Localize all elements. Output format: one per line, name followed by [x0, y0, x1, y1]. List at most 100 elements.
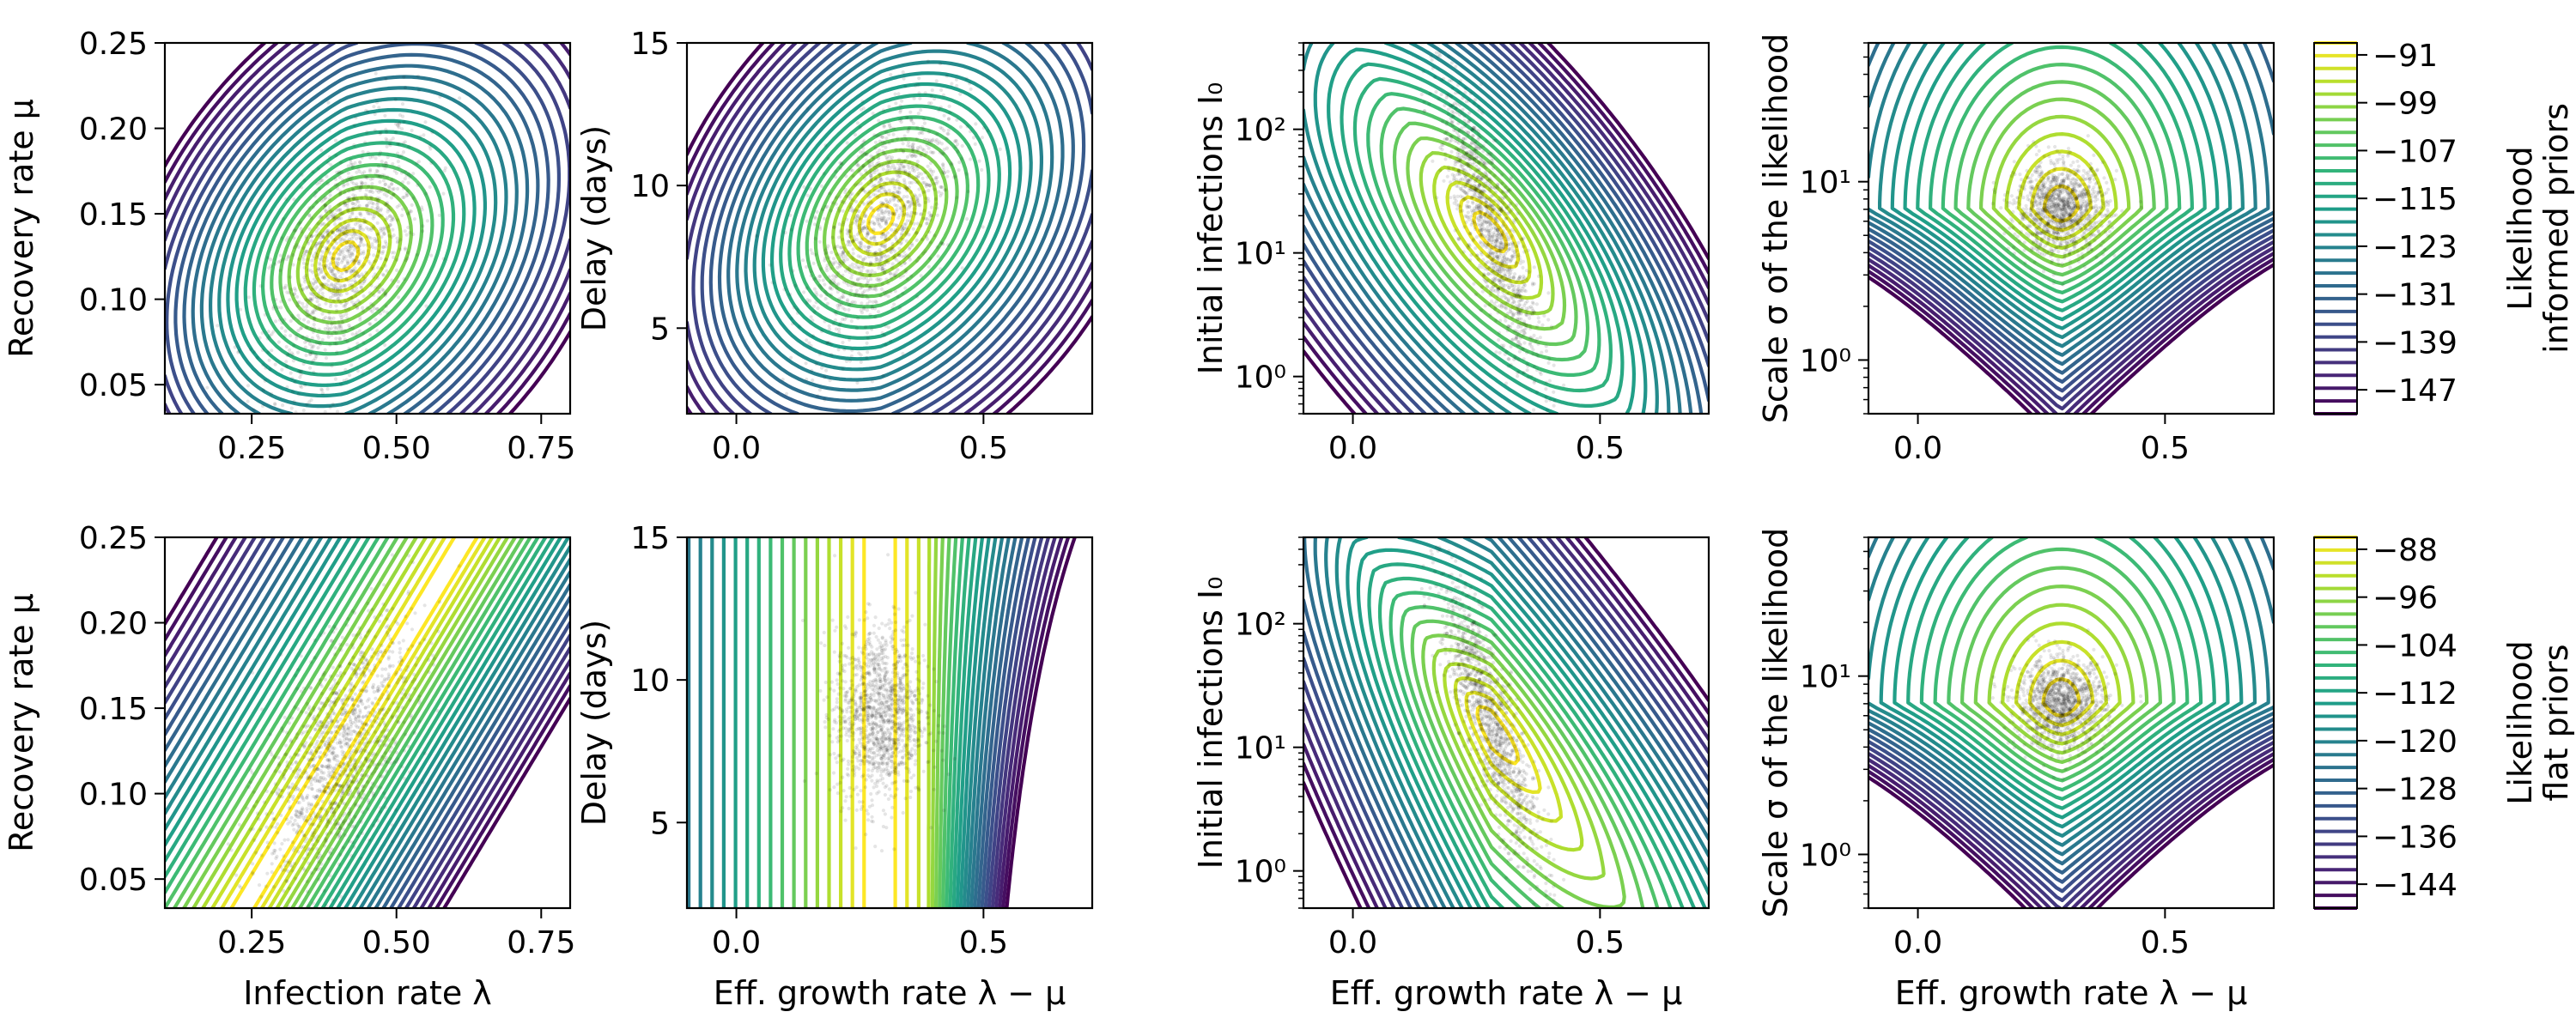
x-tick-label: 0.5	[959, 925, 1008, 960]
likelihood-contour	[1979, 97, 2143, 268]
colorbar-label: flat priors	[2537, 644, 2575, 801]
likelihood-contour	[165, 43, 570, 414]
y-tick-label: 10	[630, 169, 670, 204]
likelihood-contour	[173, 43, 550, 414]
likelihood-contour	[226, 107, 487, 398]
axes-frame	[163, 536, 572, 910]
likelihood-contour	[1303, 537, 1709, 908]
posterior-samples	[1419, 545, 1566, 907]
y-tick-label: 0.15	[79, 197, 148, 233]
likelihood-contour	[804, 537, 945, 908]
likelihood-contour	[1346, 537, 1709, 908]
likelihood-contour	[2017, 149, 2105, 241]
colorbar-tick-label: −123	[2372, 230, 2458, 265]
likelihood-contour	[1432, 165, 1544, 300]
likelihood-contour	[1303, 537, 1709, 908]
likelihood-contour	[769, 537, 964, 908]
likelihood-contour	[687, 43, 1092, 414]
likelihood-contour	[1400, 605, 1660, 908]
y-axis-label: Recovery rate μ	[3, 593, 40, 852]
likelihood-contour	[165, 537, 570, 908]
likelihood-contour	[1868, 757, 2274, 908]
likelihood-contour	[229, 537, 479, 908]
y-tick-label: 10²	[1235, 113, 1286, 148]
likelihood-contour	[2004, 132, 2118, 250]
x-tick-label: 0.50	[362, 925, 431, 960]
likelihood-contour	[813, 137, 959, 299]
likelihood-contour	[313, 218, 382, 294]
x-axis-label: Eff. growth rate λ − μ	[1330, 974, 1683, 1012]
x-tick-label: 0.5	[2141, 431, 2190, 466]
likelihood-contour	[687, 537, 1011, 908]
likelihood-contour	[1991, 114, 2131, 259]
likelihood-contour	[1303, 43, 1709, 414]
likelihood-contour	[698, 537, 1005, 908]
likelihood-contour	[792, 537, 951, 908]
likelihood-contour	[210, 537, 495, 908]
likelihood-contour	[787, 104, 991, 330]
likelihood-contour	[1868, 537, 2270, 847]
axes-frame	[163, 41, 572, 415]
likelihood-contour	[1410, 619, 1645, 908]
likelihood-contour	[1379, 106, 1590, 362]
y-tick-label: 10¹	[1800, 660, 1851, 695]
likelihood-contour	[1868, 251, 2274, 414]
likelihood-contour	[827, 537, 932, 908]
y-tick-label: 0.25	[79, 27, 148, 62]
likelihood-contour	[1868, 257, 2274, 414]
likelihood-contour	[815, 537, 939, 908]
panel-r2c2: 0.0 0.5 5 10 15 Delay (days) Eff. growth rate …	[575, 521, 1094, 1012]
likelihood-contour	[1303, 43, 1709, 414]
likelihood-contour	[717, 43, 1075, 414]
y-tick-label: 0.15	[79, 692, 148, 727]
likelihood-contour	[1313, 43, 1648, 414]
likelihood-contour	[848, 181, 917, 257]
likelihood-contour	[270, 163, 434, 346]
likelihood-contour	[691, 43, 1092, 414]
colorbar-tick-label: −91	[2372, 39, 2438, 74]
likelihood-contour	[1431, 647, 1606, 881]
likelihood-contour	[1303, 43, 1709, 414]
likelihood-contour	[1916, 43, 2207, 312]
y-tick-label: 0.20	[79, 112, 148, 148]
likelihood-contour	[1929, 43, 2194, 304]
likelihood-contour	[1334, 537, 1709, 908]
colorbar-tick-label: −139	[2372, 325, 2458, 360]
likelihood-contour	[866, 203, 896, 235]
likelihood-contour	[1458, 195, 1520, 270]
likelihood-contour	[1475, 705, 1521, 766]
plot-area	[1303, 537, 1709, 908]
colorbar-tick-label: −96	[2372, 581, 2438, 616]
likelihood-contour	[182, 537, 517, 908]
likelihood-contour	[234, 118, 477, 387]
likelihood-contour	[1868, 43, 2274, 375]
likelihood-contour	[1933, 537, 2190, 792]
likelihood-contour	[1987, 603, 2136, 755]
likelihood-contour	[261, 152, 445, 356]
likelihood-contour	[165, 537, 556, 908]
likelihood-contour	[165, 43, 561, 414]
colorbar-tick-label: −128	[2372, 772, 2458, 808]
likelihood-contour	[191, 64, 530, 414]
likelihood-contour	[2014, 639, 2108, 736]
likelihood-contour	[217, 97, 498, 409]
likelihood-contour	[220, 537, 487, 908]
y-axis-label: Scale σ of the likelihood	[1757, 528, 1795, 918]
likelihood-contour	[1340, 62, 1625, 408]
likelihood-contour	[862, 537, 897, 908]
plot-area	[687, 43, 1092, 414]
likelihood-contour	[756, 537, 971, 908]
likelihood-contour	[687, 43, 1092, 414]
likelihood-contour	[1868, 43, 2257, 348]
likelihood-contour	[1868, 537, 2257, 838]
likelihood-contour	[165, 43, 570, 414]
likelihood-contour	[1303, 537, 1709, 908]
likelihood-contour	[1303, 537, 1709, 908]
likelihood-contour	[1868, 763, 2274, 908]
likelihood-contour	[1903, 43, 2220, 322]
likelihood-contour	[1303, 537, 1709, 908]
y-tick-label: 5	[650, 312, 670, 347]
likelihood-contour	[780, 537, 958, 908]
